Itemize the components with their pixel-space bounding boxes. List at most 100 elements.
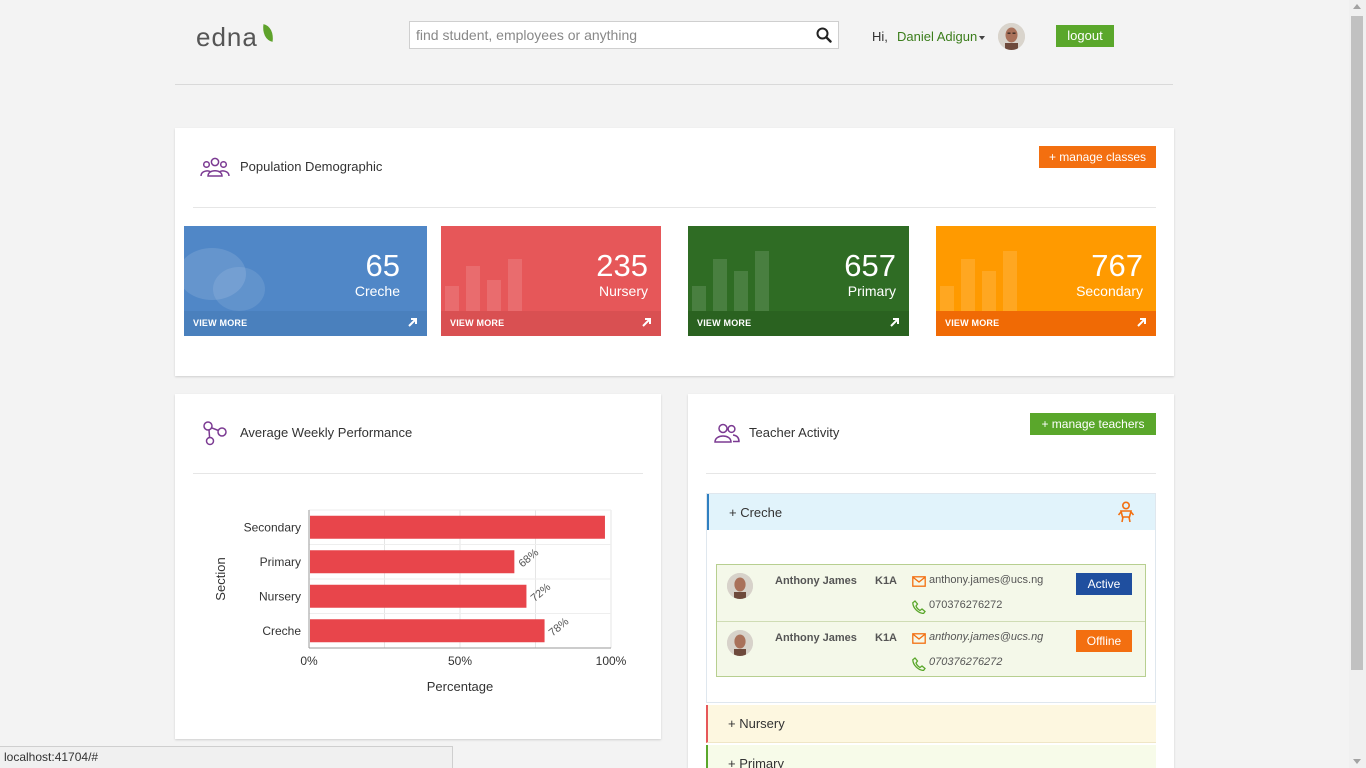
teacher-phone[interactable]: 070376276272 <box>929 599 1003 611</box>
nursery-label: Nursery <box>598 283 648 299</box>
view-more-label: VIEW MORE <box>450 318 505 328</box>
edna-logo[interactable]: edna <box>196 22 276 53</box>
y-axis-label: Section <box>213 557 228 600</box>
view-more-label: VIEW MORE <box>697 318 752 328</box>
primary-view-more[interactable]: VIEW MORE <box>688 311 909 336</box>
arrow-up-right-icon <box>1137 318 1146 327</box>
logo-text: edna <box>196 22 258 52</box>
scroll-down-icon[interactable] <box>1353 759 1361 764</box>
x-axis-label: Percentage <box>427 679 494 694</box>
creche-section-title: + Creche <box>729 505 783 520</box>
users-icon <box>714 423 740 443</box>
user-name: Daniel Adigun <box>897 29 978 44</box>
primary-count: 657 <box>844 248 896 283</box>
greeting-text: Hi, <box>872 29 888 44</box>
teacher-avatar <box>727 573 753 599</box>
nursery-card[interactable]: 235 Nursery VIEW MORE <box>441 226 661 336</box>
header-divider <box>175 84 1173 85</box>
data-label: 78% <box>547 616 572 639</box>
bar-chart-icon <box>938 248 1023 311</box>
primary-label: Primary <box>847 283 896 299</box>
status-url: localhost:41704/# <box>4 750 99 764</box>
bar-chart-icon <box>443 248 528 311</box>
manage-teachers-button[interactable]: + manage teachers <box>1030 413 1156 435</box>
teacher-class: K1A <box>875 632 898 644</box>
category-label: Secondary <box>244 520 301 534</box>
category-label: Nursery <box>259 589 301 603</box>
teacher-avatar <box>727 630 753 656</box>
bar-creche <box>310 619 545 643</box>
mail-icon <box>912 576 926 587</box>
leaf-icon <box>260 24 276 42</box>
browser-status-bar: localhost:41704/# <box>0 746 453 768</box>
scrollbar-thumb[interactable] <box>1351 16 1363 670</box>
creche-view-more[interactable]: VIEW MORE <box>184 311 427 336</box>
tick-label: 100% <box>596 654 627 668</box>
arrow-up-right-icon <box>642 318 651 327</box>
teacher-row[interactable]: Anthony James K1A anthony.james@ucs.ng 0… <box>717 565 1145 621</box>
arrow-up-right-icon <box>890 318 899 327</box>
teacher-row[interactable]: Anthony James K1A anthony.james@ucs.ng 0… <box>717 621 1145 678</box>
teacher-divider <box>706 473 1156 474</box>
manage-classes-button[interactable]: + manage classes <box>1039 146 1156 168</box>
population-demographic-title: Population Demographic <box>240 159 383 174</box>
logout-button[interactable]: logout <box>1056 25 1114 47</box>
primary-card[interactable]: 657 Primary VIEW MORE <box>688 226 909 336</box>
primary-section[interactable]: + Primary <box>706 745 1156 768</box>
bar-primary <box>310 550 515 574</box>
primary-section-title: + Primary <box>728 756 784 768</box>
user-menu[interactable]: Daniel Adigun <box>897 29 986 44</box>
teacher-name: Anthony James <box>775 575 857 587</box>
teacher-activity-title: Teacher Activity <box>749 425 840 440</box>
teacher-class: K1A <box>875 575 898 587</box>
tick-label: 50% <box>448 654 472 668</box>
bar-nursery <box>310 584 527 608</box>
search-icon[interactable] <box>816 27 832 43</box>
search-box <box>409 21 839 49</box>
teacher-email[interactable]: anthony.james@ucs.ng <box>929 631 1044 643</box>
creche-label: Creche <box>354 283 400 299</box>
creche-teacher-list: Anthony James K1A anthony.james@ucs.ng 0… <box>716 564 1146 677</box>
avatar-face-icon <box>998 23 1025 50</box>
teacher-phone[interactable]: 070376276272 <box>929 656 1003 668</box>
secondary-card[interactable]: 767 Secondary VIEW MORE <box>936 226 1156 336</box>
bar-chart-icon <box>690 248 775 311</box>
nursery-view-more[interactable]: VIEW MORE <box>441 311 661 336</box>
secondary-view-more[interactable]: VIEW MORE <box>936 311 1156 336</box>
avatar-face-icon <box>727 573 753 599</box>
nursery-section[interactable]: + Nursery <box>706 705 1156 743</box>
scroll-up-icon[interactable] <box>1353 4 1361 9</box>
page-scrollbar[interactable] <box>1349 0 1366 768</box>
phone-icon <box>912 600 926 614</box>
status-badge: Offline <box>1076 630 1132 652</box>
secondary-count: 767 <box>1091 248 1143 283</box>
primary-section-header[interactable]: + Primary <box>708 745 1156 768</box>
teacher-name: Anthony James <box>775 632 857 644</box>
people-icon <box>200 157 230 177</box>
data-label: 72% <box>529 581 554 604</box>
performance-bar-chart: Secondary Primary 68% Nursery 72% Creche 78% 0%… <box>213 509 627 694</box>
teacher-email[interactable]: anthony.james@ucs.ng <box>929 574 1044 586</box>
creche-count: 65 <box>365 248 400 283</box>
data-label: 68% <box>517 547 542 570</box>
category-label: Primary <box>260 555 301 569</box>
nursery-section-title: + Nursery <box>728 716 785 731</box>
baby-icon <box>1117 501 1135 523</box>
user-avatar[interactable] <box>998 23 1025 50</box>
bar-secondary <box>310 515 605 539</box>
secondary-label: Secondary <box>1076 283 1143 299</box>
chat-bubble-icon <box>184 248 265 311</box>
creche-card[interactable]: 65 Creche VIEW MORE <box>184 226 427 336</box>
mail-icon <box>912 633 926 644</box>
nursery-section-header[interactable]: + Nursery <box>708 705 1156 741</box>
weekly-performance-title: Average Weekly Performance <box>240 425 413 440</box>
status-badge: Active <box>1076 573 1132 595</box>
creche-section-header[interactable]: + Creche <box>707 494 1155 530</box>
category-label: Creche <box>262 624 301 638</box>
performance-divider <box>193 473 643 474</box>
nursery-count: 235 <box>596 248 648 283</box>
tick-label: 0% <box>300 654 318 668</box>
arrow-up-right-icon <box>408 318 417 327</box>
search-input[interactable] <box>410 22 812 48</box>
nodes-icon <box>203 421 227 446</box>
